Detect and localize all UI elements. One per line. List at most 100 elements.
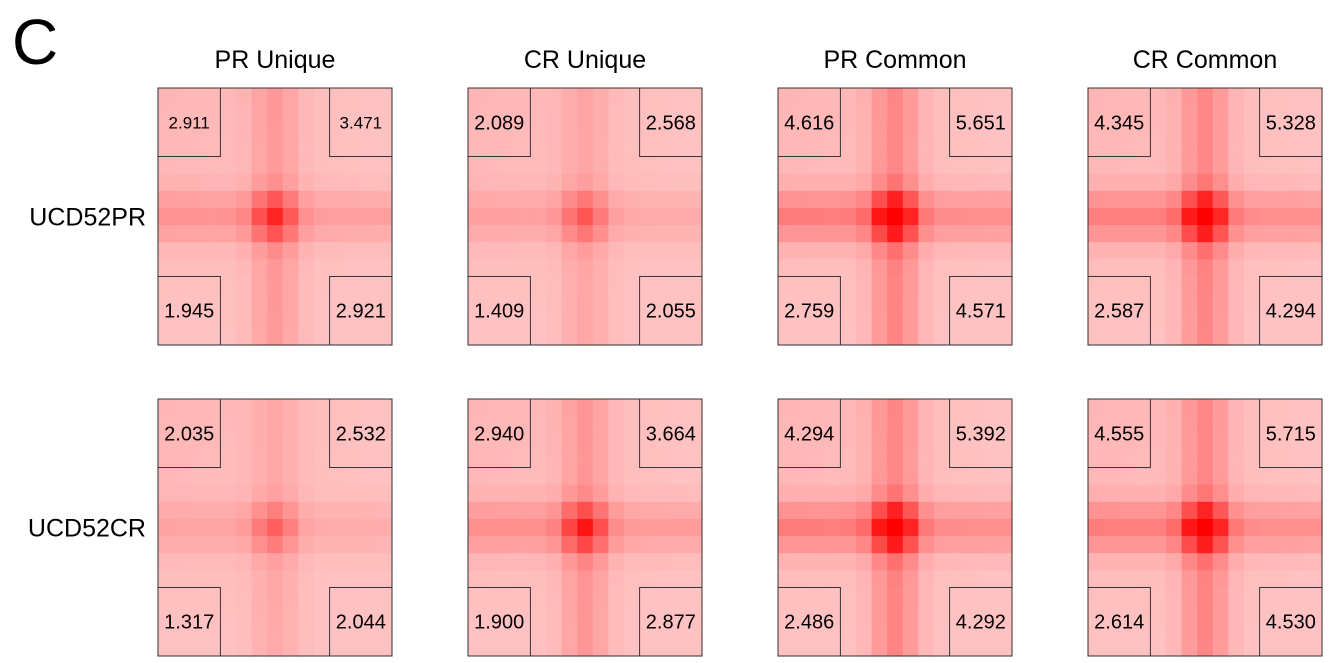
heatmap-cell: [499, 105, 516, 123]
heatmap-cell: [483, 225, 500, 243]
heatmap-cell: [1181, 139, 1198, 158]
heatmap-cell: [871, 88, 888, 106]
heatmap-cell: [282, 207, 299, 226]
heatmap-cell: [824, 501, 841, 520]
heatmap-cell: [887, 587, 904, 606]
heatmap-cell: [298, 536, 315, 554]
heatmap-cell: [980, 536, 997, 554]
heatmap-cell: [996, 122, 1013, 140]
heatmap-cell: [1228, 553, 1245, 571]
heatmap-cell: [499, 484, 516, 503]
heatmap-cell: [1119, 310, 1136, 329]
heatmap-cell: [1212, 518, 1229, 537]
heatmap-cell: [345, 621, 362, 640]
corner-box-bottom-left: [157, 275, 221, 346]
heatmap-cell: [1212, 621, 1229, 640]
heatmap-cell: [856, 450, 873, 469]
heatmap-cell: [345, 484, 362, 503]
heatmap-cell: [514, 173, 531, 192]
heatmap-cell: [980, 122, 997, 140]
heatmap-cell: [561, 105, 578, 123]
heatmap-cell: [468, 225, 485, 243]
heatmap-cell: [778, 259, 795, 278]
heatmap-cell: [251, 156, 268, 175]
heatmap-cell: [1103, 638, 1120, 657]
heatmap-cell: [824, 242, 841, 260]
heatmap-cell: [608, 518, 625, 537]
heatmap-cell: [530, 105, 547, 123]
heatmap-cell: [1290, 207, 1307, 226]
heatmap-cell: [1088, 604, 1105, 623]
heatmap-cell: [514, 416, 531, 434]
heatmap-cell: [546, 259, 563, 278]
heatmap-cell: [220, 156, 237, 175]
heatmap-cell: [1181, 553, 1198, 571]
heatmap-cell: [189, 259, 206, 278]
heatmap-cell: [483, 399, 500, 417]
heatmap-frame: [157, 398, 393, 657]
heatmap-cell: [236, 450, 253, 469]
heatmap-cell: [158, 139, 175, 158]
heatmap-cell: [546, 88, 563, 106]
heatmap-cell: [1244, 570, 1261, 589]
heatmap-cell: [809, 122, 826, 140]
heatmap-cell: [561, 501, 578, 520]
heatmap-cell: [329, 310, 346, 329]
heatmap-cell: [1134, 173, 1151, 192]
heatmap-cell: [918, 501, 935, 520]
heatmap-cell: [499, 122, 516, 140]
heatmap-cell: [778, 501, 795, 520]
heatmap-cell: [608, 501, 625, 520]
heatmap-cell: [546, 293, 563, 312]
heatmap-cell: [809, 242, 826, 260]
heatmap-cell: [1166, 484, 1183, 503]
heatmap-cell: [546, 553, 563, 571]
heatmap-cell: [1088, 173, 1105, 192]
heatmap-cell: [204, 327, 221, 346]
heatmap-cell: [1306, 293, 1323, 312]
heatmap-cell: [670, 190, 687, 209]
corner-value-bottom-left: 2.614: [1094, 612, 1144, 634]
heatmap-cell: [1197, 276, 1214, 295]
heatmap-cell: [251, 190, 268, 209]
heatmap-cell: [934, 310, 951, 329]
heatmap-cell: [887, 638, 904, 657]
heatmap-cell: [809, 518, 826, 537]
heatmap-cell: [793, 416, 810, 434]
heatmap-cell: [468, 190, 485, 209]
corner-value-top-left: 2.911: [169, 113, 210, 132]
heatmap-cell: [376, 638, 393, 657]
heatmap-cell: [298, 242, 315, 260]
heatmap-cell: [1166, 88, 1183, 106]
heatmap-cell: [314, 156, 331, 175]
heatmap-cell: [546, 638, 563, 657]
heatmap-cell: [1275, 327, 1292, 346]
heatmap-cell: [530, 310, 547, 329]
heatmap-cell: [592, 570, 609, 589]
heatmap-cell: [871, 467, 888, 486]
heatmap-cell: [561, 173, 578, 192]
heatmap-cell: [1150, 225, 1167, 243]
heatmap-cell: [1134, 310, 1151, 329]
heatmap-cell: [204, 587, 221, 606]
heatmap-cell: [980, 416, 997, 434]
heatmap-cell: [251, 173, 268, 192]
heatmap-cell: [965, 190, 982, 209]
heatmap-cell: [577, 310, 594, 329]
heatmap-cell: [1134, 259, 1151, 278]
heatmap-cell: [918, 327, 935, 346]
heatmap-cell: [778, 518, 795, 537]
heatmap-cell: [546, 450, 563, 469]
heatmap-cell: [856, 139, 873, 158]
heatmap-cell: [934, 399, 951, 417]
heatmap-cell: [918, 621, 935, 640]
heatmap-cell: [824, 259, 841, 278]
heatmap-cell: [670, 88, 687, 106]
heatmap-cell: [949, 122, 966, 140]
heatmap-cell: [561, 225, 578, 243]
heatmap-cell: [1290, 536, 1307, 554]
heatmap-cell: [1119, 327, 1136, 346]
heatmap-cell: [267, 105, 284, 123]
heatmap-cell: [1134, 433, 1151, 451]
heatmap-cell: [1119, 638, 1136, 657]
